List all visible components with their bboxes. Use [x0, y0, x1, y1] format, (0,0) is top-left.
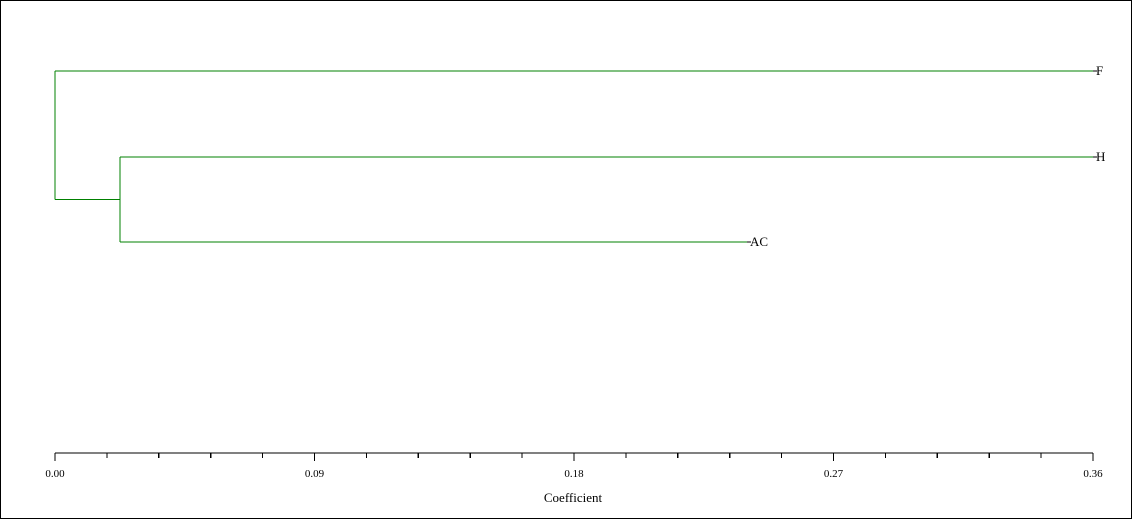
x-tick-label: 0.27	[824, 468, 844, 480]
leaf-label-f: F	[1096, 63, 1103, 78]
x-axis-label: Coefficient	[544, 490, 603, 505]
x-tick-label: 0.00	[45, 468, 65, 480]
leaf-label-ac: AC	[750, 234, 768, 249]
x-axis: 0.00 0.09 0.18 0.27 0.36	[45, 452, 1103, 480]
dendrogram-branches	[54, 70, 1093, 243]
leaf-label-h: H	[1096, 149, 1105, 164]
leaf-labels: F H AC	[747, 63, 1105, 249]
x-tick-label: 0.09	[305, 468, 325, 480]
x-tick-label: 0.18	[564, 468, 584, 480]
x-tick-label: 0.36	[1083, 468, 1103, 480]
